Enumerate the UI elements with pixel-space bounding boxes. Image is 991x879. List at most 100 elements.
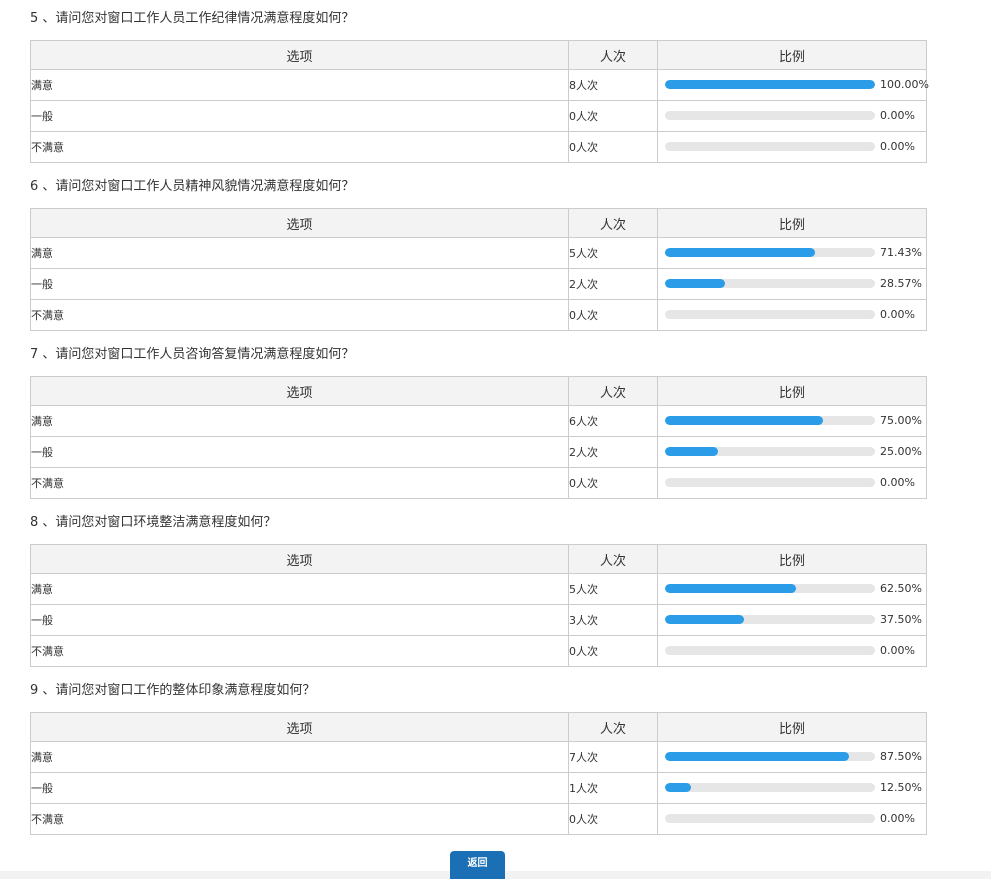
table-row: 不满意 0人次 0.00% [30,131,927,163]
ratio-cell: 62.50% [657,573,927,605]
option-label: 满意 [30,741,569,773]
table-row: 一般 3人次 37.50% [30,604,927,636]
option-label: 一般 [30,268,569,300]
header-ratio: 比例 [657,208,927,238]
question-block: 6 、请问您对窗口工作人员精神风貌情况满意程度如何？ 选项 人次 比例 满意 5… [30,178,927,331]
progress-bar-fill [665,752,849,761]
question-title: 9 、请问您对窗口工作的整体印象满意程度如何？ [30,683,316,698]
option-label: 不满意 [30,803,569,835]
progress-bar-track [665,279,875,288]
ratio-cell: 0.00% [657,131,927,163]
table-row: 满意 6人次 75.00% [30,405,927,437]
table-row: 满意 5人次 71.43% [30,237,927,269]
count-value: 8人次 [568,69,658,101]
ratio-cell: 25.00% [657,436,927,468]
option-label: 满意 [30,405,569,437]
table-header-row: 选项 人次 比例 [30,544,927,574]
header-ratio: 比例 [657,712,927,742]
count-value: 2人次 [568,436,658,468]
ratio-cell: 12.50% [657,772,927,804]
progress-bar-fill [665,615,744,624]
progress-bar-track [665,416,875,425]
progress-bar-track [665,142,875,151]
ratio-text: 87.50% [880,750,922,763]
option-label: 不满意 [30,131,569,163]
header-ratio: 比例 [657,544,927,574]
header-option: 选项 [30,40,569,70]
option-label: 一般 [30,436,569,468]
ratio-text: 0.00% [880,109,915,122]
table-header-row: 选项 人次 比例 [30,40,927,70]
ratio-cell: 100.00% [657,69,929,101]
question-block: 9 、请问您对窗口工作的整体印象满意程度如何？ 选项 人次 比例 满意 7人次 … [30,682,927,835]
progress-bar-track [665,478,875,487]
result-table: 选项 人次 比例 满意 7人次 87.50% 一般 1人次 12.50% [30,712,927,835]
back-button[interactable]: 返回 [450,851,505,879]
ratio-cell: 87.50% [657,741,927,773]
ratio-cell: 0.00% [657,803,927,835]
progress-bar-track [665,248,875,257]
header-option: 选项 [30,544,569,574]
progress-bar-fill [665,279,725,288]
count-value: 0人次 [568,467,658,499]
table-row: 不满意 0人次 0.00% [30,299,927,331]
table-row: 一般 2人次 25.00% [30,436,927,468]
progress-bar-fill [665,584,797,593]
ratio-text: 12.50% [880,781,922,794]
count-value: 0人次 [568,100,658,132]
option-label: 一般 [30,772,569,804]
table-row: 一般 0人次 0.00% [30,100,927,132]
option-label: 一般 [30,604,569,636]
progress-bar-track [665,752,875,761]
progress-bar-track [665,814,875,823]
option-label: 不满意 [30,467,569,499]
question-title: 8 、请问您对窗口环境整洁满意程度如何？ [30,515,277,530]
ratio-cell: 0.00% [657,467,927,499]
count-value: 0人次 [568,299,658,331]
option-label: 一般 [30,100,569,132]
count-value: 5人次 [568,573,658,605]
count-value: 2人次 [568,268,658,300]
table-row: 不满意 0人次 0.00% [30,635,927,667]
result-table: 选项 人次 比例 满意 5人次 62.50% 一般 3人次 37.50% [30,544,927,667]
ratio-text: 100.00% [880,78,929,91]
count-value: 3人次 [568,604,658,636]
count-value: 0人次 [568,635,658,667]
question-title: 5 、请问您对窗口工作人员工作纪律情况满意程度如何？ [30,11,355,26]
option-label: 不满意 [30,299,569,331]
ratio-cell: 71.43% [657,237,927,269]
header-count: 人次 [568,40,658,70]
result-table: 选项 人次 比例 满意 5人次 71.43% 一般 2人次 28.57% [30,208,927,331]
ratio-text: 0.00% [880,476,915,489]
count-value: 1人次 [568,772,658,804]
progress-bar-track [665,111,875,120]
progress-bar-track [665,646,875,655]
progress-bar-track [665,447,875,456]
ratio-text: 62.50% [880,582,922,595]
option-label: 不满意 [30,635,569,667]
table-header-row: 选项 人次 比例 [30,376,927,406]
ratio-text: 25.00% [880,445,922,458]
ratio-text: 37.50% [880,613,922,626]
option-label: 满意 [30,237,569,269]
ratio-cell: 28.57% [657,268,927,300]
result-table: 选项 人次 比例 满意 6人次 75.00% 一般 2人次 25.00% [30,376,927,499]
progress-bar-fill [665,416,823,425]
table-row: 一般 1人次 12.50% [30,772,927,804]
table-row: 满意 5人次 62.50% [30,573,927,605]
question-block: 8 、请问您对窗口环境整洁满意程度如何？ 选项 人次 比例 满意 5人次 62.… [30,514,927,667]
count-value: 7人次 [568,741,658,773]
ratio-text: 75.00% [880,414,922,427]
table-row: 满意 7人次 87.50% [30,741,927,773]
header-count: 人次 [568,544,658,574]
table-row: 满意 8人次 100.00% [30,69,929,101]
ratio-text: 71.43% [880,246,922,259]
progress-bar-fill [665,447,718,456]
ratio-text: 0.00% [880,308,915,321]
question-block: 7 、请问您对窗口工作人员咨询答复情况满意程度如何？ 选项 人次 比例 满意 6… [30,346,927,499]
progress-bar-track [665,80,875,89]
ratio-cell: 75.00% [657,405,927,437]
table-row: 不满意 0人次 0.00% [30,467,927,499]
header-count: 人次 [568,712,658,742]
ratio-text: 0.00% [880,812,915,825]
